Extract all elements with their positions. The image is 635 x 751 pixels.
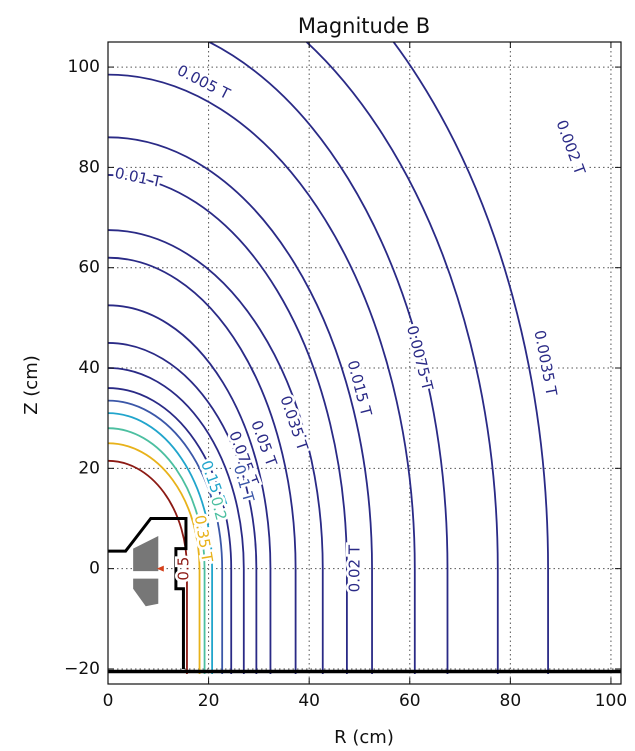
contour-line <box>108 174 348 674</box>
contour-line <box>108 136 373 674</box>
contour-labels: 0.002 T0.0035 T0.005 T0.0075 T0.01 T0.02… <box>111 59 592 595</box>
y-tick-label: 60 <box>78 258 100 278</box>
contour-line <box>108 367 245 674</box>
y-tick-label: 80 <box>78 157 100 177</box>
magnet-geometry <box>108 516 621 674</box>
x-tick-label: 40 <box>298 691 320 711</box>
x-tick-label: 20 <box>198 691 220 711</box>
contour-label: 0.0035 T <box>530 329 560 398</box>
contour-label: 0.5 <box>174 557 192 581</box>
contour-label: 0.002 T <box>552 118 589 178</box>
contour-label: 0.035 T <box>276 393 312 453</box>
contour-label: 0.0075 T <box>403 324 437 394</box>
contour-line <box>207 42 449 674</box>
contour-line <box>108 459 188 674</box>
magnet-outline <box>108 516 188 669</box>
contour-line <box>108 387 233 674</box>
x-axis-label: R (cm) <box>334 727 394 748</box>
y-tick-label: 0 <box>89 559 100 579</box>
contour-line <box>305 42 499 674</box>
source-marker <box>156 565 164 572</box>
x-tick-label: 0 <box>103 691 114 711</box>
chart-title: Magnitude B <box>298 14 430 38</box>
contour-line <box>108 427 206 674</box>
x-tick-label: 100 <box>595 691 627 711</box>
iron-block <box>133 536 159 572</box>
iron-block <box>133 578 159 607</box>
contour-label: 0.02 T <box>345 544 363 592</box>
contour-lines <box>108 42 549 674</box>
plot-frame <box>107 41 622 685</box>
y-axis-label: Z (cm) <box>21 355 42 415</box>
contour-line <box>108 342 258 674</box>
contour-label: 0.35 T <box>191 514 217 564</box>
contour-line <box>108 73 416 674</box>
y-tick-label: 40 <box>78 358 100 378</box>
contour-line <box>108 304 272 674</box>
contour-line <box>108 442 201 674</box>
y-tick-label: 100 <box>68 57 100 77</box>
contour-line <box>108 229 324 674</box>
x-tick-label: 80 <box>500 691 522 711</box>
contour-label: 0.01 T <box>113 164 164 191</box>
contour-line <box>108 412 214 674</box>
y-tick-label: −20 <box>64 659 100 679</box>
contour-line <box>108 256 297 674</box>
contour-line <box>108 399 224 674</box>
x-tick-label: 60 <box>399 691 421 711</box>
y-tick-label: 20 <box>78 458 100 478</box>
contour-line <box>392 42 549 674</box>
